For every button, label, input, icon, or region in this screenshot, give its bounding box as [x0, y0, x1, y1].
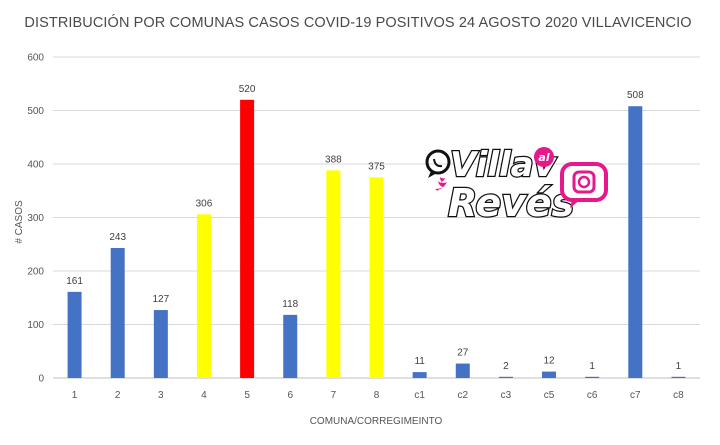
logo-al-badge: al	[534, 147, 554, 167]
bar-2	[110, 247, 125, 378]
bar-8	[369, 177, 384, 378]
y-axis-label: # CASOS	[14, 200, 25, 244]
bar-c1	[412, 372, 427, 378]
data-label-c5: 12	[543, 356, 555, 367]
x-tick-label-c7: c7	[630, 390, 641, 401]
data-label-7: 388	[325, 154, 342, 165]
y-tick-label: 400	[27, 160, 44, 171]
bar-4	[196, 214, 211, 378]
x-tick-label-3: 3	[158, 390, 164, 401]
data-label-c6: 1	[589, 361, 595, 372]
y-tick-label: 100	[27, 320, 44, 331]
whatsapp-icon	[425, 149, 451, 178]
data-label-5: 520	[239, 84, 256, 95]
x-tick-label-2: 2	[115, 390, 121, 401]
data-label-3: 127	[152, 294, 169, 305]
bar-c7	[628, 106, 643, 378]
x-tick-label-c1: c1	[414, 390, 425, 401]
data-label-c2: 27	[457, 348, 469, 359]
data-label-4: 306	[196, 198, 213, 209]
data-label-6: 118	[282, 299, 298, 310]
villavicencio-al-reves-logo: Villav al Revés	[425, 144, 608, 226]
x-tick-label-7: 7	[331, 390, 337, 401]
bar-c2	[455, 363, 470, 378]
x-tick-label-c2: c2	[457, 390, 468, 401]
bar-6	[283, 314, 298, 378]
y-tick-label: 600	[27, 53, 44, 64]
data-label-8: 375	[368, 161, 385, 172]
x-tick-label-6: 6	[287, 390, 293, 401]
y-tick-label: 500	[27, 106, 44, 117]
x-tick-label-8: 8	[374, 390, 380, 401]
data-label-c8: 1	[676, 361, 682, 372]
bar-1	[67, 291, 82, 378]
y-axis-ticks: 0 100 200 300 400 500 600	[27, 53, 44, 385]
bar-c3	[498, 376, 513, 378]
x-tick-label-c3: c3	[501, 390, 512, 401]
bars	[67, 99, 686, 379]
data-label-c1: 11	[414, 356, 425, 367]
chart-title: DISTRIBUCIÓN POR COMUNAS CASOS COVID-19 …	[24, 14, 691, 31]
x-tick-label-c8: c8	[673, 390, 684, 401]
bar-3	[153, 310, 168, 378]
bar-c6	[585, 376, 600, 378]
data-label-c3: 2	[503, 361, 509, 372]
data-label-1: 161	[66, 276, 83, 287]
x-axis-ticks: 1 2 3 4 5 6 7 8 c1 c2 c3 c5 c6 c7 c8	[72, 390, 684, 401]
bar-5	[240, 99, 255, 379]
y-tick-label: 0	[38, 374, 44, 385]
logo-word-reves: Revés	[448, 181, 574, 225]
bar-c8	[671, 376, 686, 378]
x-tick-label-1: 1	[72, 390, 78, 401]
svg-text:al: al	[538, 151, 549, 164]
y-tick-label: 300	[27, 213, 44, 224]
bar-7	[326, 170, 341, 378]
bar-c5	[542, 371, 557, 378]
x-tick-label-5: 5	[244, 390, 250, 401]
y-tick-label: 200	[27, 267, 44, 278]
instagram-badge	[560, 162, 608, 208]
data-labels: 161 243 127 306 520 118 388 375 11 27 2 12 1 508 1	[66, 84, 681, 372]
x-axis-label: COMUNA/CORREGIMEINTO	[310, 416, 443, 427]
data-label-c7: 508	[627, 90, 644, 101]
data-label-2: 243	[109, 232, 126, 243]
twitter-icon	[435, 177, 447, 191]
x-tick-label-c5: c5	[544, 390, 555, 401]
x-tick-label-c6: c6	[587, 390, 598, 401]
x-tick-label-4: 4	[201, 390, 207, 401]
